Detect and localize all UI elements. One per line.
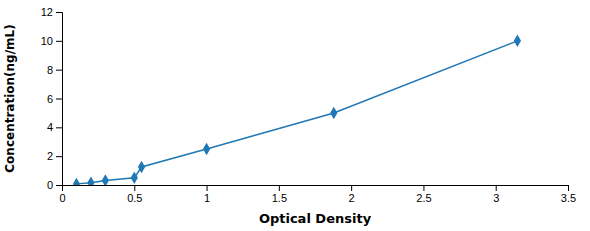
tick-label: 10 [41, 35, 53, 47]
tick-label: 1.5 [272, 192, 287, 204]
tick-mark [56, 99, 62, 100]
tick: 12 [41, 6, 62, 18]
tick: 3 [493, 185, 499, 204]
tick-label: 2.5 [416, 192, 431, 204]
tick-label: 3.5 [561, 192, 576, 204]
point [102, 174, 109, 185]
tick-mark [56, 127, 62, 128]
tick-label: 1 [204, 192, 210, 204]
tick-label: 12 [41, 6, 53, 18]
tick-mark [207, 185, 208, 191]
tick-mark [56, 70, 62, 71]
tick: 10 [41, 35, 62, 47]
tick-label: 2 [349, 192, 355, 204]
point [330, 107, 337, 119]
point [138, 161, 145, 173]
tick-mark [351, 185, 352, 191]
tick-mark [496, 185, 497, 191]
point [73, 178, 80, 185]
tick-mark [56, 156, 62, 157]
x-axis-title: Optical Density [259, 211, 372, 226]
plot: 0 0.5 1 1.5 2 2.5 3 3.5 0 2 4 6 8 10 12 [41, 6, 576, 204]
tick-mark [56, 41, 62, 42]
chart: 0 0.5 1 1.5 2 2.5 3 3.5 0 2 4 6 8 10 12 Optical Density… [0, 0, 590, 231]
tick-label: 6 [47, 93, 53, 105]
tick: 4 [47, 121, 62, 133]
marks [73, 35, 521, 185]
tick-label: 0 [59, 192, 65, 204]
tick: 0 [59, 185, 65, 204]
point [131, 172, 138, 184]
tick-mark [56, 12, 62, 13]
tick-label: 0 [47, 179, 53, 191]
tick: 0 [47, 179, 62, 191]
tick-mark [423, 185, 424, 191]
tick-label: 3 [493, 192, 499, 204]
tick: 1.5 [272, 185, 287, 204]
tick-mark [56, 185, 62, 186]
x-axis: 0 0.5 1 1.5 2 2.5 3 3.5 [59, 185, 576, 204]
y-axis-title: Concentration(ng/mL) [3, 24, 17, 172]
tick: 6 [47, 93, 62, 105]
tick-label: 8 [47, 64, 53, 76]
axis-line [56, 13, 63, 186]
point [514, 35, 521, 47]
point [87, 177, 94, 185]
tick: 0.5 [127, 185, 142, 204]
tick-label: 2 [47, 150, 53, 162]
line [76, 41, 517, 184]
y-axis: 0 2 4 6 8 10 12 [41, 6, 63, 191]
tick: 3.5 [561, 185, 576, 204]
tick: 1 [204, 185, 210, 204]
tick-mark [279, 185, 280, 191]
tick-mark [134, 185, 135, 191]
tick: 2.5 [416, 185, 431, 204]
tick-label: 4 [47, 121, 53, 133]
tick-label: 0.5 [127, 192, 142, 204]
tick-mark [568, 185, 569, 191]
tick: 2 [47, 150, 62, 162]
tick: 8 [47, 64, 62, 76]
tick: 2 [349, 185, 355, 204]
point [203, 143, 210, 155]
axis-line [63, 186, 569, 192]
